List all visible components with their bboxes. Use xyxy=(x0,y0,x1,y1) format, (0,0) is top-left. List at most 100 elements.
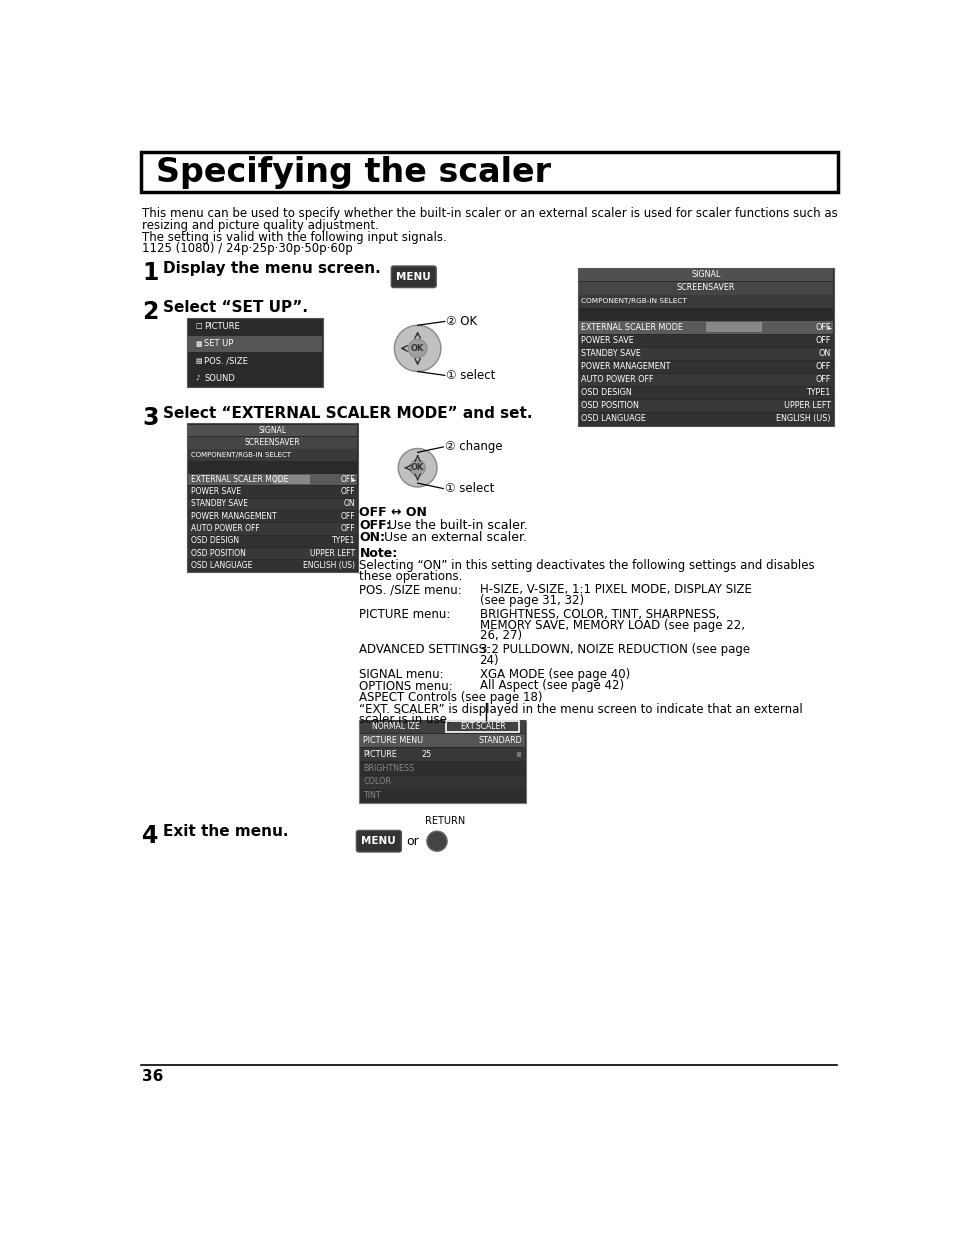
Text: 3:2 PULLDOWN, NOIZE REDUCTION (see page: 3:2 PULLDOWN, NOIZE REDUCTION (see page xyxy=(479,643,749,656)
Text: BRIGHTNESS: BRIGHTNESS xyxy=(363,763,415,773)
Text: OFF: OFF xyxy=(340,487,355,496)
Text: MENU: MENU xyxy=(395,272,431,282)
Text: POWER SAVE: POWER SAVE xyxy=(580,336,633,345)
Text: TYPE1: TYPE1 xyxy=(331,536,355,546)
FancyBboxPatch shape xyxy=(360,789,525,803)
Text: COMPONENT/RGB-IN SELECT: COMPONENT/RGB-IN SELECT xyxy=(580,298,686,304)
FancyBboxPatch shape xyxy=(705,322,761,332)
FancyBboxPatch shape xyxy=(360,748,525,761)
Text: SCREENSAVER: SCREENSAVER xyxy=(245,438,300,447)
Text: ① select: ① select xyxy=(446,369,496,382)
FancyBboxPatch shape xyxy=(578,387,832,399)
Text: OSD LANGUAGE: OSD LANGUAGE xyxy=(580,415,645,424)
Text: UPPER LEFT: UPPER LEFT xyxy=(310,548,355,558)
Text: EXTERNAL SCALER MODE: EXTERNAL SCALER MODE xyxy=(191,474,288,484)
Text: POWER MANAGEMENT: POWER MANAGEMENT xyxy=(191,511,275,521)
Text: PICTURE MENU: PICTURE MENU xyxy=(363,736,423,745)
Text: ►: ► xyxy=(827,325,831,330)
Text: NORMAL IZE: NORMAL IZE xyxy=(372,722,419,731)
Text: 2: 2 xyxy=(142,300,159,324)
FancyBboxPatch shape xyxy=(578,295,832,308)
Text: STANDBY SAVE: STANDBY SAVE xyxy=(580,350,640,358)
Text: ENGLISH (US): ENGLISH (US) xyxy=(776,415,830,424)
FancyBboxPatch shape xyxy=(188,487,356,498)
Text: POWER SAVE: POWER SAVE xyxy=(191,487,240,496)
Text: Note:: Note: xyxy=(359,547,397,559)
Text: 4: 4 xyxy=(142,824,159,848)
Text: Display the menu screen.: Display the menu screen. xyxy=(163,262,381,277)
Text: ENGLISH (US): ENGLISH (US) xyxy=(302,561,355,571)
Text: COMPONENT/RGB-IN SELECT: COMPONENT/RGB-IN SELECT xyxy=(191,452,291,458)
Text: ON:: ON: xyxy=(359,531,385,543)
Text: Exit the menu.: Exit the menu. xyxy=(163,824,289,840)
Text: ▦: ▦ xyxy=(195,341,202,347)
FancyBboxPatch shape xyxy=(360,776,525,789)
Text: OFF: OFF xyxy=(340,474,355,484)
Text: 25: 25 xyxy=(421,750,432,758)
FancyBboxPatch shape xyxy=(188,536,356,547)
Text: AUTO POWER OFF: AUTO POWER OFF xyxy=(191,524,259,534)
FancyBboxPatch shape xyxy=(578,268,833,426)
FancyBboxPatch shape xyxy=(578,282,832,294)
Text: ►: ► xyxy=(352,477,356,482)
Text: This menu can be used to specify whether the built-in scaler or an external scal: This menu can be used to specify whether… xyxy=(142,207,838,221)
Text: TYPE1: TYPE1 xyxy=(805,388,830,398)
FancyBboxPatch shape xyxy=(188,336,322,352)
Text: SIGNAL menu:: SIGNAL menu: xyxy=(359,668,444,680)
Text: POS. /SIZE menu:: POS. /SIZE menu: xyxy=(359,583,462,597)
Circle shape xyxy=(427,831,447,851)
FancyBboxPatch shape xyxy=(578,400,832,412)
Text: SET UP: SET UP xyxy=(204,340,233,348)
FancyBboxPatch shape xyxy=(446,721,519,732)
Text: EXT.SCALER: EXT.SCALER xyxy=(459,722,505,731)
FancyBboxPatch shape xyxy=(188,474,356,485)
FancyBboxPatch shape xyxy=(360,720,525,734)
FancyBboxPatch shape xyxy=(188,450,356,461)
Text: Use the built-in scaler.: Use the built-in scaler. xyxy=(384,519,528,531)
Text: 24): 24) xyxy=(479,655,498,667)
FancyBboxPatch shape xyxy=(188,548,356,559)
Text: POWER MANAGEMENT: POWER MANAGEMENT xyxy=(580,362,670,370)
Text: PICTURE: PICTURE xyxy=(363,750,396,758)
Text: OSD POSITION: OSD POSITION xyxy=(191,548,245,558)
Text: STANDBY SAVE: STANDBY SAVE xyxy=(191,499,247,509)
Text: PICTURE: PICTURE xyxy=(204,322,240,331)
Text: OFF: OFF xyxy=(815,322,830,332)
Text: RETURN: RETURN xyxy=(425,816,465,826)
FancyBboxPatch shape xyxy=(188,425,356,436)
FancyBboxPatch shape xyxy=(578,321,832,333)
Text: ▤: ▤ xyxy=(195,358,202,364)
Text: resizing and picture quality adjustment.: resizing and picture quality adjustment. xyxy=(142,219,379,232)
Text: ② OK: ② OK xyxy=(446,315,476,329)
Circle shape xyxy=(397,448,436,487)
Text: XGA MODE (see page 40): XGA MODE (see page 40) xyxy=(479,668,629,680)
Text: OFF ↔ ON: OFF ↔ ON xyxy=(359,506,427,519)
Text: UPPER LEFT: UPPER LEFT xyxy=(782,401,830,410)
Text: OPTIONS menu:: OPTIONS menu: xyxy=(359,679,453,693)
Text: or: or xyxy=(406,835,418,847)
Text: OFF: OFF xyxy=(815,375,830,384)
Text: OK: OK xyxy=(411,343,424,353)
Text: Use an external scaler.: Use an external scaler. xyxy=(379,531,526,543)
Text: SCREENSAVER: SCREENSAVER xyxy=(676,284,735,293)
FancyBboxPatch shape xyxy=(188,437,356,448)
Circle shape xyxy=(394,325,440,372)
Text: OFF: OFF xyxy=(815,362,830,370)
Text: 1125 (1080) / 24p·25p·30p·50p·60p: 1125 (1080) / 24p·25p·30p·50p·60p xyxy=(142,242,353,256)
FancyBboxPatch shape xyxy=(188,499,356,510)
Text: ♪: ♪ xyxy=(195,375,199,382)
Text: Select “EXTERNAL SCALER MODE” and set.: Select “EXTERNAL SCALER MODE” and set. xyxy=(163,406,533,421)
Text: “EXT. SCALER” is displayed in the menu screen to indicate that an external: “EXT. SCALER” is displayed in the menu s… xyxy=(359,703,802,715)
FancyBboxPatch shape xyxy=(578,347,832,359)
Text: The setting is valid with the following input signals.: The setting is valid with the following … xyxy=(142,231,447,243)
Text: 36: 36 xyxy=(142,1068,164,1083)
Text: OSD POSITION: OSD POSITION xyxy=(580,401,639,410)
Text: OK: OK xyxy=(411,463,424,472)
FancyBboxPatch shape xyxy=(273,474,310,484)
FancyBboxPatch shape xyxy=(578,412,832,425)
FancyBboxPatch shape xyxy=(141,152,838,193)
Text: ON: ON xyxy=(343,499,355,509)
Text: ASPECT Controls (see page 18): ASPECT Controls (see page 18) xyxy=(359,692,542,704)
Text: OFF:: OFF: xyxy=(359,519,391,531)
FancyBboxPatch shape xyxy=(360,734,525,747)
